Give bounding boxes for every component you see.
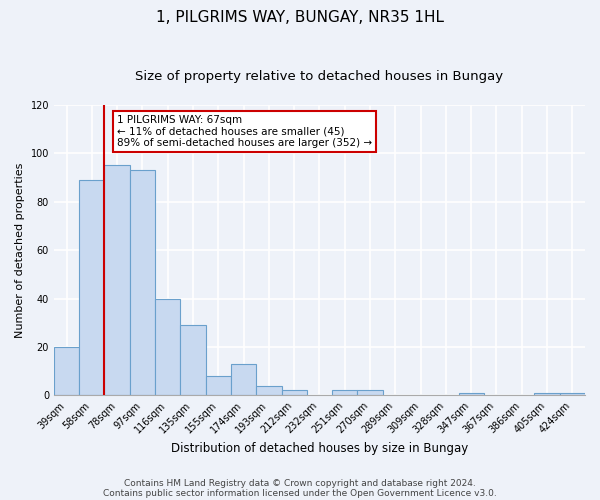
Bar xyxy=(458,393,484,396)
Text: Contains HM Land Registry data © Crown copyright and database right 2024.: Contains HM Land Registry data © Crown c… xyxy=(124,478,476,488)
Bar xyxy=(79,180,104,396)
X-axis label: Distribution of detached houses by size in Bungay: Distribution of detached houses by size … xyxy=(171,442,468,455)
Bar xyxy=(256,386,281,396)
Bar xyxy=(281,390,307,396)
Bar xyxy=(231,364,256,396)
Text: 1 PILGRIMS WAY: 67sqm
← 11% of detached houses are smaller (45)
89% of semi-deta: 1 PILGRIMS WAY: 67sqm ← 11% of detached … xyxy=(117,114,372,148)
Y-axis label: Number of detached properties: Number of detached properties xyxy=(15,162,25,338)
Bar xyxy=(54,347,79,396)
Bar xyxy=(332,390,358,396)
Text: 1, PILGRIMS WAY, BUNGAY, NR35 1HL: 1, PILGRIMS WAY, BUNGAY, NR35 1HL xyxy=(156,10,444,25)
Bar xyxy=(560,393,585,396)
Bar xyxy=(130,170,155,396)
Bar xyxy=(535,393,560,396)
Bar xyxy=(104,166,130,396)
Bar xyxy=(206,376,231,396)
Bar xyxy=(181,325,206,396)
Text: Contains public sector information licensed under the Open Government Licence v3: Contains public sector information licen… xyxy=(103,488,497,498)
Bar xyxy=(155,298,181,396)
Title: Size of property relative to detached houses in Bungay: Size of property relative to detached ho… xyxy=(136,70,503,83)
Bar xyxy=(358,390,383,396)
